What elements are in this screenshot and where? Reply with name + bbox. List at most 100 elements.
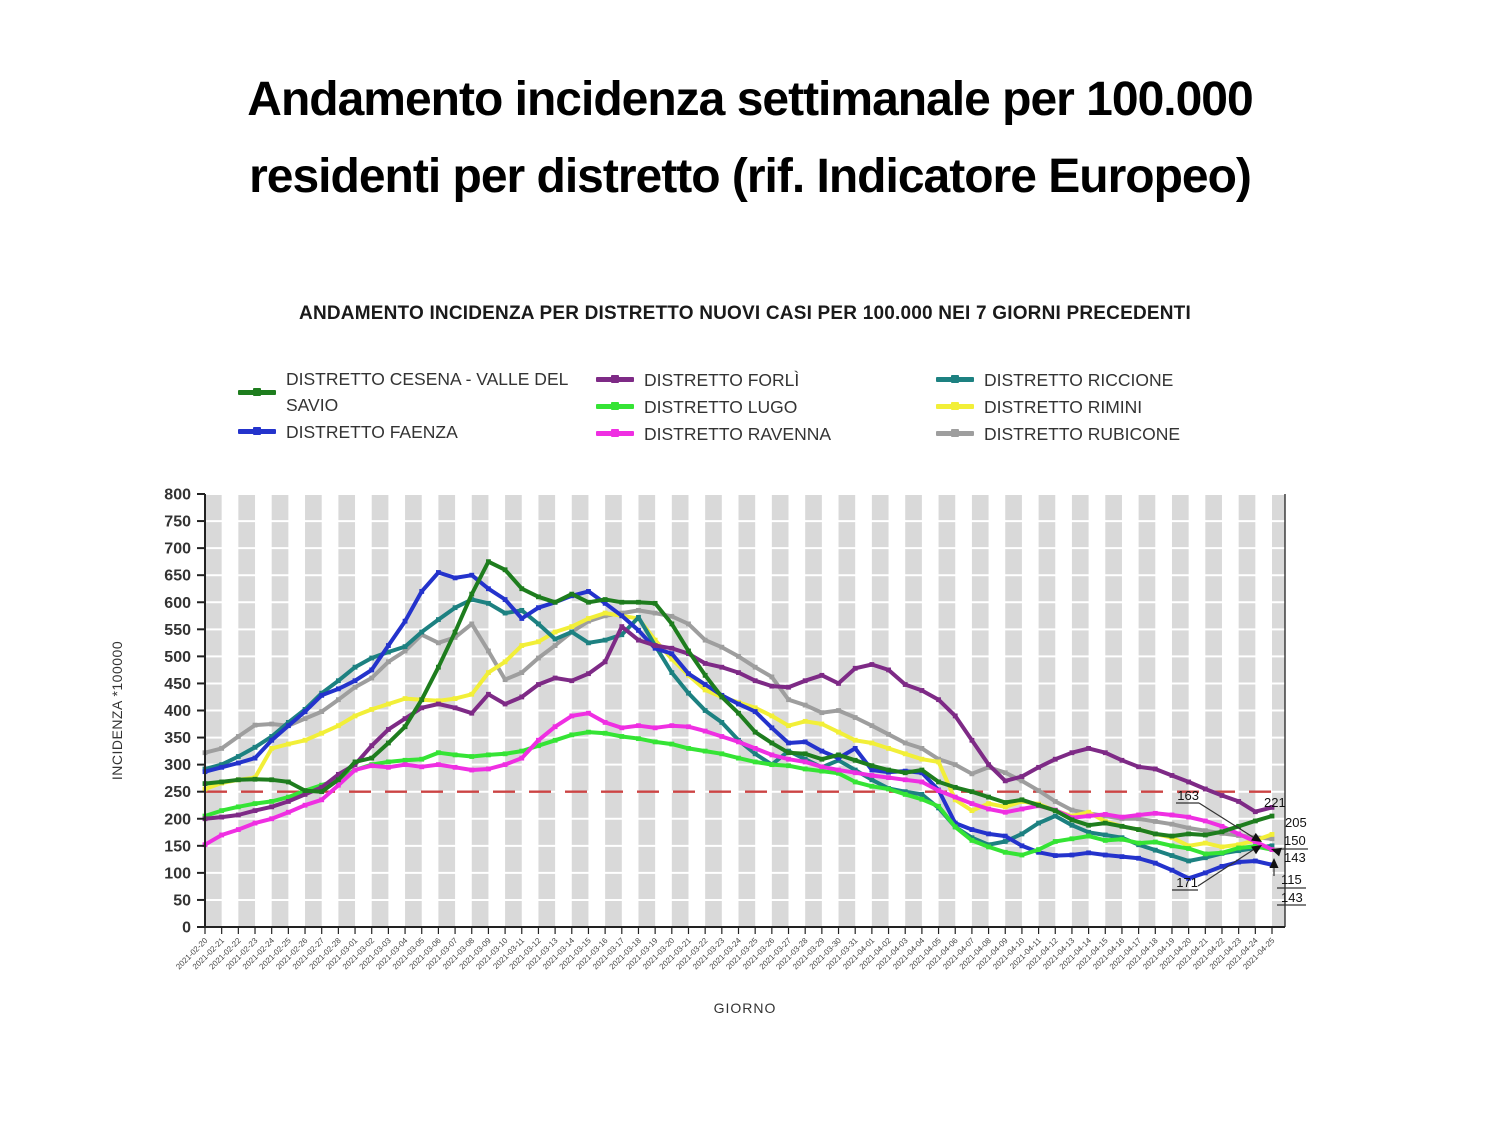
data-point-marker: [1136, 764, 1142, 770]
data-point-marker: [1252, 809, 1258, 815]
data-point-marker: [1202, 840, 1208, 846]
data-point-marker: [686, 671, 691, 677]
data-point-marker: [252, 820, 258, 826]
end-value-label: 171: [1176, 875, 1198, 890]
data-point-marker: [1052, 799, 1058, 804]
data-point-marker: [652, 637, 658, 643]
data-point-marker: [886, 786, 891, 792]
data-point-marker: [1186, 858, 1192, 864]
data-point-marker: [402, 762, 408, 768]
data-point-marker: [319, 784, 325, 790]
data-point-marker: [1069, 750, 1075, 756]
data-point-marker: [702, 672, 708, 678]
data-point-marker: [719, 694, 725, 700]
legend-item: DISTRETTO FAENZA: [238, 418, 596, 445]
legend-swatch-line-icon: [936, 375, 974, 383]
data-point-marker: [1086, 833, 1092, 839]
data-point-marker: [452, 635, 458, 640]
data-point-marker: [369, 755, 375, 761]
data-point-marker: [619, 599, 625, 605]
y-tick-label: 750: [164, 514, 191, 531]
data-point-marker: [302, 791, 308, 797]
data-point-marker: [652, 739, 658, 745]
data-point-marker: [752, 664, 758, 670]
data-point-marker: [952, 794, 958, 800]
data-point-marker: [852, 665, 858, 671]
data-point-marker: [1169, 833, 1175, 839]
data-point-marker: [402, 724, 408, 730]
data-point-marker: [502, 567, 508, 573]
data-point-marker: [1236, 845, 1242, 851]
data-point-marker: [269, 737, 275, 743]
data-point-marker: [385, 764, 391, 770]
data-point-marker: [786, 763, 791, 769]
callout-arrow-icon: [1269, 858, 1279, 868]
data-point-marker: [519, 616, 525, 621]
data-point-marker: [669, 741, 675, 747]
y-tick-label: 250: [164, 784, 191, 801]
data-point-marker: [1069, 852, 1075, 858]
data-point-marker: [1086, 745, 1092, 751]
legend-label: DISTRETTO RICCIONE: [984, 369, 1174, 390]
data-point-marker: [385, 759, 391, 765]
data-point-marker: [285, 723, 291, 729]
data-point-marker: [1219, 844, 1225, 850]
legend-swatch-line-icon: [936, 429, 974, 437]
data-point-marker: [402, 618, 408, 624]
data-point-marker: [969, 827, 975, 832]
data-point-marker: [1169, 853, 1175, 858]
data-point-marker: [436, 664, 441, 670]
data-point-marker: [285, 799, 291, 804]
data-point-marker: [602, 637, 608, 643]
data-point-marker: [669, 723, 675, 729]
y-tick-label: 450: [164, 676, 191, 693]
legend-swatch-line-icon: [596, 375, 634, 383]
data-point-marker: [769, 725, 775, 731]
data-point-marker: [1119, 836, 1125, 842]
data-point-marker: [1136, 812, 1142, 818]
data-point-marker: [969, 838, 975, 843]
data-point-marker: [469, 754, 475, 759]
data-point-marker: [986, 794, 991, 800]
data-point-marker: [986, 831, 991, 837]
data-point-marker: [869, 783, 875, 789]
data-point-marker: [869, 763, 875, 769]
data-point-marker: [902, 791, 908, 797]
data-point-marker: [769, 762, 775, 768]
data-point-marker: [436, 570, 441, 575]
data-point-marker: [619, 632, 625, 638]
data-point-marker: [619, 725, 625, 731]
data-point-marker: [869, 767, 875, 773]
data-point-marker: [902, 770, 908, 776]
data-point-marker: [1052, 813, 1058, 819]
data-point-marker: [886, 745, 891, 751]
data-point-marker: [1186, 875, 1192, 881]
data-point-marker: [335, 777, 341, 783]
data-point-marker: [602, 597, 608, 602]
data-point-marker: [269, 734, 275, 739]
data-point-marker: [1202, 832, 1208, 838]
data-point-marker: [936, 779, 941, 785]
data-point-marker: [1152, 766, 1158, 772]
callout-arrow-icon: [1271, 847, 1282, 857]
data-point-marker: [252, 722, 258, 728]
data-point-marker: [902, 751, 908, 757]
data-point-marker: [369, 655, 375, 661]
data-point-marker: [369, 743, 375, 749]
data-point-marker: [1052, 756, 1058, 762]
data-point-marker: [852, 767, 858, 773]
legend-item: DISTRETTO RAVENNA: [596, 420, 936, 447]
data-point-marker: [219, 764, 225, 770]
data-point-marker: [836, 767, 841, 773]
data-point-marker: [1269, 843, 1275, 849]
data-point-marker: [335, 697, 341, 703]
data-point-marker: [1102, 750, 1108, 756]
data-point-marker: [569, 591, 575, 597]
data-point-marker: [769, 674, 775, 680]
data-point-marker: [1186, 831, 1192, 837]
data-point-marker: [486, 586, 491, 592]
data-point-marker: [602, 659, 608, 665]
y-tick-label: 800: [164, 487, 191, 504]
data-point-marker: [419, 629, 425, 635]
data-point-marker: [436, 762, 441, 768]
